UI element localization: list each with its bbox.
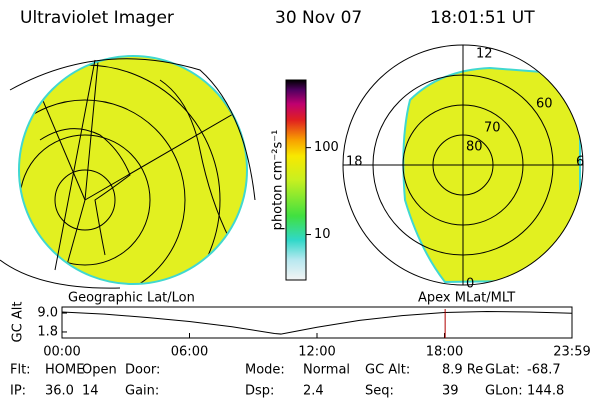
mlat-label: 60	[536, 97, 553, 112]
status-value: Normal	[303, 363, 350, 378]
status-value: 36.0	[45, 384, 74, 399]
x-tick-label: 06:00	[171, 345, 208, 360]
x-tick-label: 18:00	[426, 345, 463, 360]
status-value: 2.4	[303, 384, 324, 399]
x-tick-label: 00:00	[43, 345, 80, 360]
status-label: Flt:	[10, 363, 31, 378]
status-label: GC Alt:	[365, 363, 410, 378]
status-label: Seq:	[365, 384, 394, 399]
status-value: 8.9 Re	[442, 363, 483, 378]
geo-label: Geographic Lat/Lon	[68, 291, 195, 306]
mlt-label: 12	[476, 47, 493, 62]
status-value: -68.7	[527, 363, 561, 378]
mlt-label: 6	[576, 155, 584, 170]
colorbar	[285, 79, 307, 281]
colorbar-tick-label: 100	[314, 140, 339, 155]
status-label: IP:	[10, 384, 26, 399]
status-value: Open	[82, 363, 117, 378]
status-label: Dsp:	[245, 384, 274, 399]
colorbar-tick-label: 10	[314, 227, 331, 242]
x-tick-label: 12:00	[298, 345, 335, 360]
polar-image	[342, 44, 584, 286]
altitude-line	[61, 310, 573, 335]
colorbar-label: photon cm⁻²s⁻¹	[271, 130, 286, 231]
mlat-label: 80	[466, 140, 483, 155]
title: Ultraviolet Imager	[20, 8, 174, 28]
date: 30 Nov 07	[275, 8, 362, 28]
mlat-label: 70	[484, 121, 501, 136]
polar-label: Apex MLat/MLT	[418, 291, 515, 306]
y-tick-label: 9.0	[37, 306, 58, 321]
status-label: GLon:	[485, 384, 523, 399]
x-tick-label: 23:59	[553, 345, 590, 360]
geo-image	[0, 55, 256, 289]
status-value: 39	[442, 384, 459, 399]
status-value: 14	[82, 384, 99, 399]
status-label: Gain:	[125, 384, 159, 399]
status-label: Door:	[125, 363, 160, 378]
mlt-label: 0	[466, 277, 474, 292]
status-label: Mode:	[245, 363, 285, 378]
y-tick-label: 1.8	[37, 324, 58, 339]
alt-ylabel: GC Alt	[11, 302, 26, 343]
status-value: 144.8	[527, 384, 564, 399]
status-label: GLat:	[485, 363, 520, 378]
mlt-label: 18	[346, 155, 363, 170]
status-value: HOME	[45, 363, 84, 378]
time: 18:01:51 UT	[430, 8, 535, 28]
